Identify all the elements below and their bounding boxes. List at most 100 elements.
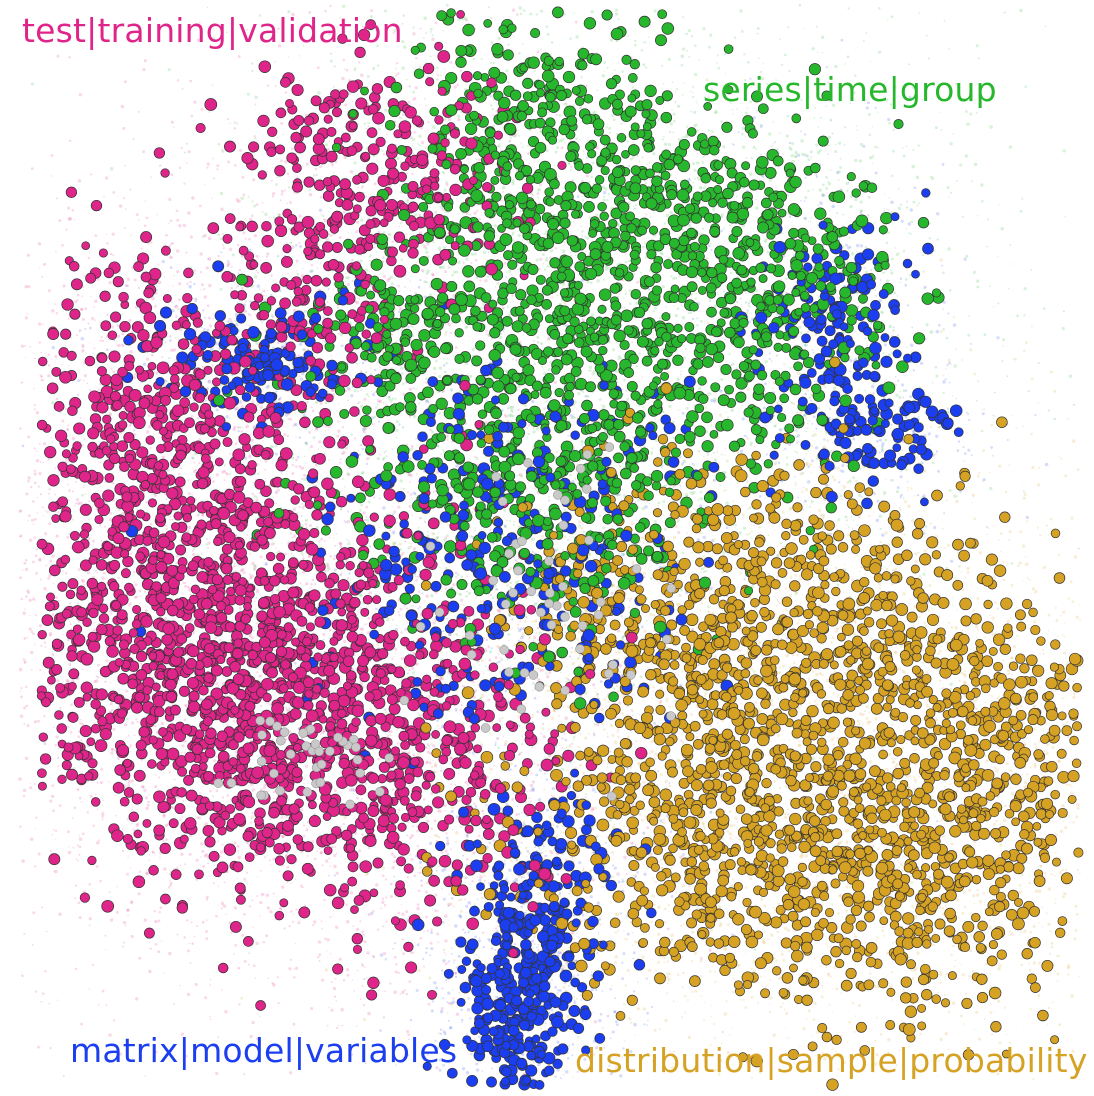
- edge-haze-dot: [195, 640, 198, 643]
- edge-haze-dot: [51, 833, 54, 836]
- edge-haze-dot: [165, 498, 168, 501]
- edge-haze-dot: [261, 201, 264, 204]
- edge-haze-dot: [444, 962, 448, 966]
- edge-haze-dot: [590, 808, 594, 812]
- edge-haze-dot: [353, 989, 356, 992]
- edge-haze-dot: [658, 861, 661, 863]
- edge-haze-dot: [215, 756, 217, 758]
- edge-haze-dot: [437, 810, 439, 812]
- edge-haze-dot: [444, 536, 448, 540]
- edge-haze-dot: [449, 331, 452, 335]
- edge-haze-dot: [181, 816, 184, 818]
- edge-haze-dot: [255, 622, 258, 625]
- edge-haze-dot: [425, 760, 429, 763]
- edge-haze-dot: [328, 140, 331, 143]
- edge-haze-dot: [532, 689, 534, 692]
- edge-haze-dot: [302, 886, 305, 888]
- edge-haze-dot: [221, 149, 224, 152]
- edge-haze-dot: [109, 252, 113, 256]
- edge-haze-dot: [44, 646, 47, 648]
- edge-haze-dot: [401, 22, 404, 25]
- edge-haze-dot: [278, 899, 280, 902]
- edge-haze-dot: [226, 263, 230, 267]
- edge-haze-dot: [409, 481, 411, 483]
- edge-haze-dot: [90, 296, 92, 298]
- edge-haze-dot: [299, 627, 303, 631]
- edge-haze-dot: [134, 997, 139, 1001]
- edge-haze-dot: [262, 940, 266, 944]
- edge-haze-dot: [363, 694, 365, 696]
- edge-haze-dot: [708, 948, 712, 952]
- edge-haze-dot: [162, 839, 165, 842]
- edge-haze-dot: [232, 719, 235, 723]
- edge-haze-dot: [399, 560, 402, 563]
- edge-haze-dot: [329, 4, 332, 8]
- edge-haze-dot: [150, 522, 153, 526]
- edge-haze-dot: [390, 333, 394, 336]
- edge-haze-dot: [271, 981, 275, 985]
- edge-haze-dot: [83, 279, 86, 282]
- edge-haze-dot: [491, 694, 494, 697]
- edge-haze-dot: [252, 178, 256, 182]
- edge-haze-dot: [393, 955, 397, 959]
- edge-haze-dot: [417, 712, 420, 714]
- edge-haze-dot: [129, 188, 132, 191]
- edge-haze-dot: [124, 164, 126, 167]
- edge-haze-dot: [540, 9, 544, 13]
- edge-haze-dot: [401, 938, 404, 941]
- edge-haze-dot: [567, 812, 570, 815]
- edge-haze-dot: [149, 947, 152, 950]
- edge-haze-dot: [212, 480, 215, 483]
- edge-haze-dot: [211, 364, 214, 367]
- edge-haze-dot: [168, 197, 172, 202]
- edge-haze-dot: [339, 542, 343, 546]
- edge-haze-dot: [295, 458, 298, 462]
- edge-haze-dot: [427, 120, 430, 124]
- edge-haze-dot: [204, 853, 208, 857]
- edge-haze-dot: [133, 734, 136, 736]
- edge-haze-dot: [122, 945, 125, 948]
- edge-haze-dot: [304, 778, 306, 780]
- edge-haze-dot: [351, 979, 354, 982]
- edge-haze-dot: [99, 781, 103, 785]
- edge-haze-dot: [269, 910, 273, 914]
- edge-haze-dot: [497, 652, 499, 655]
- edge-haze-dot: [348, 540, 351, 543]
- edge-haze-dot: [473, 753, 476, 756]
- edge-haze-dot: [99, 879, 102, 883]
- edge-haze-dot: [80, 801, 83, 803]
- edge-haze-dot: [380, 907, 382, 910]
- edge-haze-dot: [493, 224, 498, 228]
- edge-haze-dot: [29, 615, 31, 617]
- edge-haze-dot: [458, 991, 461, 994]
- edge-haze-dot: [636, 280, 640, 284]
- edge-haze-dot: [135, 213, 139, 217]
- edge-haze-dot: [268, 703, 271, 706]
- edge-haze-dot: [259, 1016, 261, 1018]
- edge-haze-dot: [20, 597, 24, 601]
- edge-haze-dot: [251, 492, 254, 496]
- edge-haze-dot: [19, 427, 22, 430]
- edge-haze-dot: [121, 849, 125, 853]
- edge-haze-dot: [83, 437, 86, 441]
- edge-haze-dot: [412, 951, 415, 954]
- edge-haze-dot: [360, 73, 364, 78]
- edge-haze-dot: [317, 940, 322, 944]
- edge-haze-dot: [310, 406, 313, 409]
- edge-haze-dot: [30, 518, 34, 522]
- edge-haze-dot: [233, 562, 236, 565]
- edge-haze-dot: [339, 458, 342, 461]
- edge-haze-dot: [190, 114, 194, 118]
- edge-haze-dot: [476, 209, 479, 212]
- edge-haze-dot: [168, 771, 171, 774]
- edge-haze-dot: [18, 777, 22, 781]
- edge-haze-dot: [365, 505, 369, 509]
- edge-haze-dot: [324, 859, 329, 863]
- edge-haze-dot: [548, 670, 552, 675]
- edge-haze-dot: [244, 300, 247, 303]
- edge-haze-dot: [645, 213, 648, 216]
- edge-haze-dot: [176, 933, 179, 936]
- edge-haze-dot: [453, 66, 455, 68]
- edge-haze-dot: [235, 198, 239, 201]
- edge-haze-dot: [502, 190, 504, 193]
